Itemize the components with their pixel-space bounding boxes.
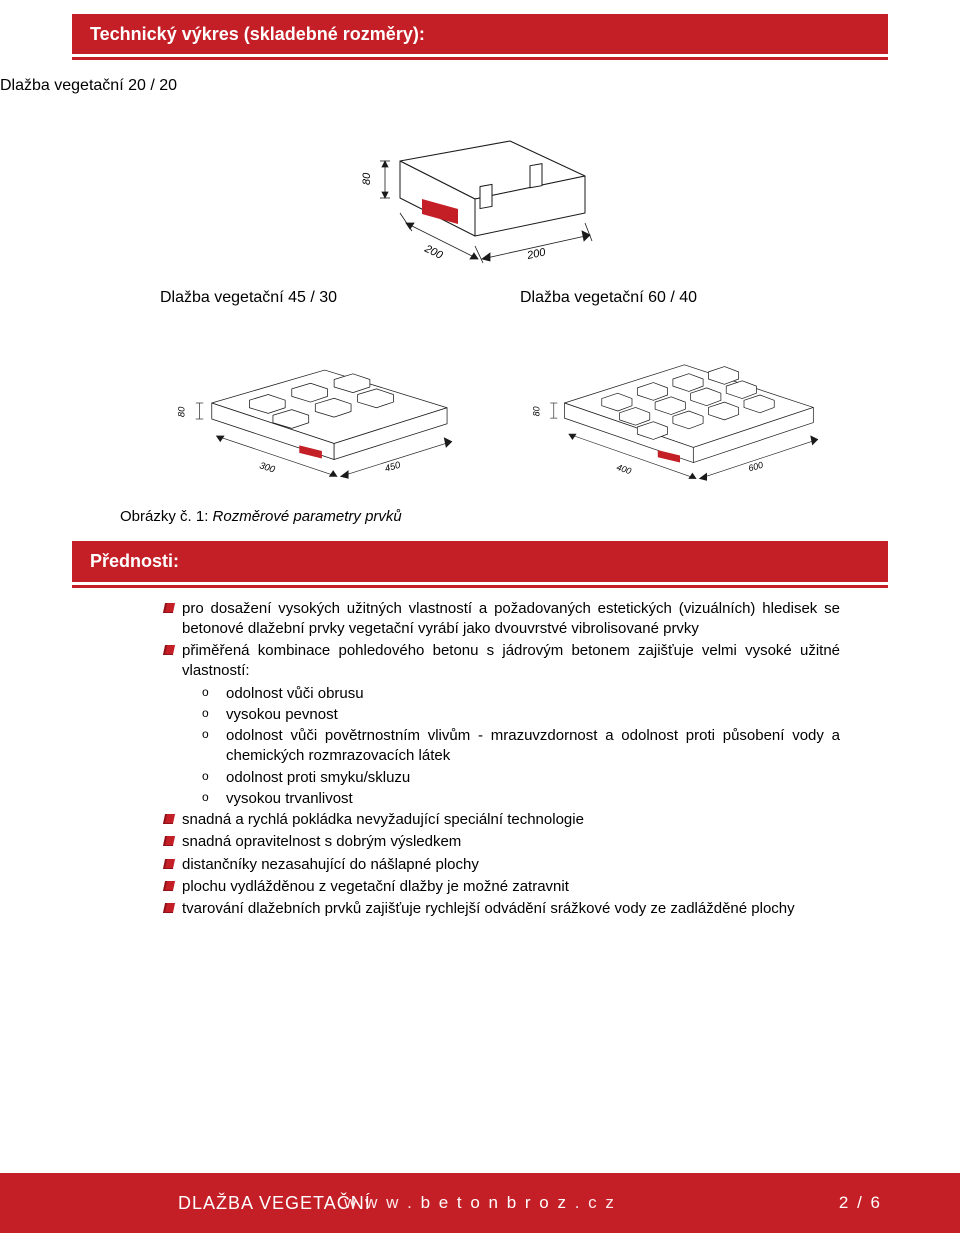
section-header-drawing: Technický výkres (skladebné rozměry): bbox=[72, 14, 888, 57]
sub-bullet-item: odolnost vůči obrusu bbox=[202, 684, 840, 704]
drawing-45-30: 80 300 450 bbox=[160, 313, 480, 493]
advantages-list: pro dosažení vysokých užitných vlastnost… bbox=[160, 599, 840, 920]
svg-text:450: 450 bbox=[383, 458, 402, 473]
figure-left-caption: Dlažba vegetační 45 / 30 bbox=[160, 287, 480, 309]
figure-caption-body: Rozměrové parametry prvků bbox=[213, 508, 402, 525]
figure-right-caption: Dlažba vegetační 60 / 40 bbox=[520, 287, 840, 309]
figure-caption-prefix: Obrázky č. 1: bbox=[120, 508, 213, 525]
svg-text:400: 400 bbox=[615, 462, 632, 476]
sub-bullet-item: vysokou pevnost bbox=[202, 705, 840, 725]
bullet-item: pro dosažení vysokých užitných vlastnost… bbox=[160, 599, 840, 640]
figure-caption: Obrázky č. 1: Rozměrové parametry prvků bbox=[120, 507, 960, 527]
drawing-20-20: 80 200 200 bbox=[0, 101, 960, 271]
drawing-60-40: 80 400 600 bbox=[520, 313, 840, 493]
svg-text:80: 80 bbox=[175, 406, 186, 417]
svg-text:300: 300 bbox=[258, 459, 277, 475]
section-header-advantages-label: Přednosti: bbox=[90, 551, 179, 571]
bullet-item: distančníky nezasahující do nášlapné plo… bbox=[160, 855, 840, 875]
page-footer: DLAŽBA VEGETAČNÍ w w w . b e t o n b r o… bbox=[0, 1173, 960, 1233]
figure-right: Dlažba vegetační 60 / 40 bbox=[520, 287, 840, 499]
footer-page-number: 2 / 6 bbox=[839, 1192, 882, 1215]
footer-url: w w w . b e t o n b r o z . c z bbox=[344, 1192, 616, 1215]
bullet-item: snadná a rychlá pokládka nevyžadující sp… bbox=[160, 810, 840, 830]
figure-row: Dlažba vegetační 45 / 30 bbox=[160, 287, 840, 499]
sub-bullet-item: vysokou trvanlivost bbox=[202, 789, 840, 809]
figure-left: Dlažba vegetační 45 / 30 bbox=[160, 287, 480, 499]
footer-title: DLAŽBA VEGETAČNÍ bbox=[178, 1191, 371, 1215]
sub-bullet-item: odolnost vůči povětrnostním vlivům - mra… bbox=[202, 726, 840, 767]
bullet-item: přiměřená kombinace pohledového betonu s… bbox=[160, 641, 840, 682]
bullet-item: snadná opravitelnost s dobrým výsledkem bbox=[160, 832, 840, 852]
figure-top: Dlažba vegetační 20 / 20 bbox=[0, 75, 960, 277]
figure-top-caption: Dlažba vegetační 20 / 20 bbox=[0, 75, 960, 97]
svg-text:80: 80 bbox=[361, 172, 373, 185]
bullet-item: tvarování dlažebních prvků zajišťuje ryc… bbox=[160, 899, 840, 919]
svg-text:80: 80 bbox=[532, 406, 542, 416]
svg-text:200: 200 bbox=[422, 242, 445, 262]
bullet-item: plochu vydlážděnou z vegetační dlažby je… bbox=[160, 877, 840, 897]
section-header-advantages: Přednosti: bbox=[72, 541, 888, 584]
section-header-drawing-label: Technický výkres (skladebné rozměry): bbox=[90, 24, 425, 44]
sub-bullet-item: odolnost proti smyku/skluzu bbox=[202, 768, 840, 788]
